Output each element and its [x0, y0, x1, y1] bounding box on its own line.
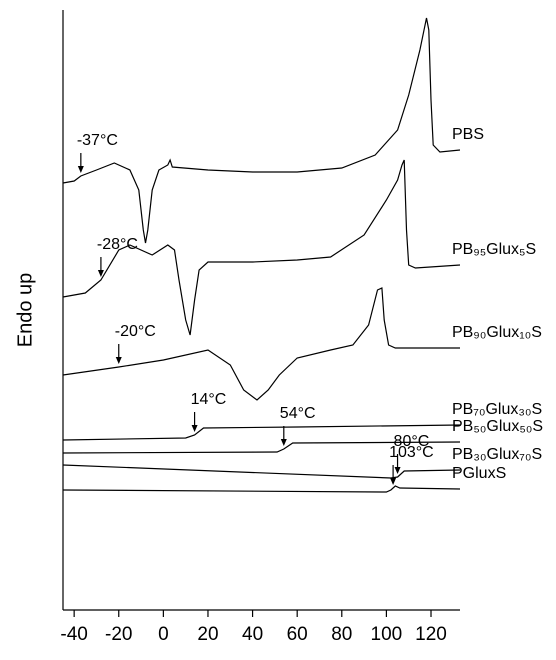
annotation: 14°C — [191, 391, 227, 408]
curve-label: PB₉₀Glux₁₀S — [452, 324, 542, 341]
annotation-arrowhead — [390, 478, 397, 485]
annotation-arrowhead — [115, 357, 122, 364]
curve-label: PB₅₀Glux₅₀S — [452, 418, 543, 435]
x-tick-label: 0 — [158, 624, 169, 645]
y-axis-label: Endo up — [14, 273, 36, 348]
curve — [62, 287, 460, 401]
annotation: 103°C — [389, 444, 434, 461]
x-tick-label: 120 — [415, 624, 447, 645]
annotation-arrowhead — [280, 439, 287, 446]
annotation: 54°C — [280, 405, 316, 422]
annotation-arrowhead — [77, 166, 84, 173]
x-tick-label: -40 — [60, 624, 87, 645]
annotation: 80°C — [394, 433, 430, 450]
curve-label: PBS — [452, 126, 484, 143]
x-tick-label: 80 — [331, 624, 352, 645]
annotation-arrowhead — [394, 467, 401, 474]
annotation: -37°C — [77, 132, 118, 149]
curve-label: PB₉₅Glux₅S — [452, 241, 536, 258]
x-tick-label: 100 — [371, 624, 403, 645]
curve — [62, 485, 461, 493]
curve-label: PB₇₀Glux₃₀S — [452, 401, 542, 418]
curve — [62, 424, 461, 441]
annotation: -28°C — [97, 236, 138, 253]
x-tick-label: 60 — [287, 624, 308, 645]
curve — [62, 159, 461, 336]
curve-label: PB₃₀Glux₇₀S — [452, 446, 542, 463]
x-tick-label: 40 — [242, 624, 263, 645]
curve — [62, 17, 461, 244]
annotation-arrowhead — [97, 270, 104, 277]
x-tick-label: -20 — [105, 624, 132, 645]
annotation-arrowhead — [191, 425, 198, 432]
curve — [62, 441, 461, 454]
x-tick-label: 20 — [197, 624, 218, 645]
curve — [62, 464, 461, 479]
curve-label: PGluxS — [452, 465, 506, 482]
annotation: -20°C — [115, 323, 156, 340]
